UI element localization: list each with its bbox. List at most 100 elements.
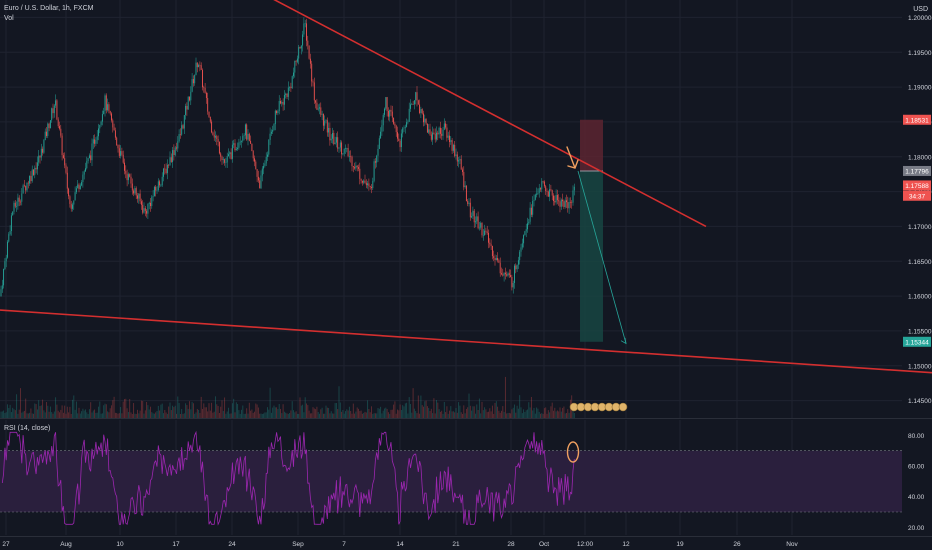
- price-tick-label: 1.16000: [908, 294, 932, 301]
- candle-body: [506, 274, 508, 276]
- candle-body: [274, 110, 276, 125]
- volume-bar: [443, 401, 445, 418]
- volume-bar: [308, 410, 310, 418]
- candle-body: [261, 168, 263, 176]
- volume-bar: [251, 409, 253, 418]
- candle-body: [335, 137, 337, 143]
- volume-bar: [371, 406, 372, 418]
- volume-bar: [468, 393, 470, 418]
- candle-body: [140, 201, 142, 205]
- volume-bar: [183, 413, 185, 418]
- candle-body: [231, 144, 233, 159]
- volume-bar: [112, 400, 114, 418]
- candle-body: [395, 125, 397, 133]
- candle-body: [384, 108, 385, 115]
- candle-body: [86, 161, 88, 169]
- volume-bar: [231, 403, 233, 418]
- volume-bar: [178, 402, 180, 418]
- volume-bar: [332, 413, 333, 418]
- volume-bar: [59, 412, 60, 418]
- candle-body: [256, 169, 258, 177]
- candle-body: [255, 161, 257, 170]
- candle-body: [7, 241, 8, 258]
- last-price-tag: [903, 180, 931, 191]
- candle-body: [263, 165, 265, 169]
- candle-body: [134, 188, 136, 194]
- candle-body: [25, 185, 27, 191]
- volume-bar: [195, 412, 197, 418]
- candle-body: [235, 148, 237, 151]
- volume-bar: [264, 412, 266, 418]
- volume-bar: [450, 406, 452, 418]
- candle-body: [203, 87, 205, 88]
- volume-label: Vol: [4, 15, 14, 22]
- candle-body: [150, 202, 151, 207]
- volume-bar: [472, 406, 474, 418]
- rsi-tick-label: 60.00: [908, 464, 925, 471]
- candle-body: [381, 125, 383, 132]
- volume-bar: [345, 411, 346, 418]
- rsi-tick-label: 20.00: [908, 525, 925, 532]
- volume-bar: [213, 411, 215, 418]
- volume-bar: [114, 412, 116, 418]
- volume-bar: [270, 412, 272, 418]
- volume-bar: [335, 402, 337, 418]
- volume-bar: [464, 413, 466, 418]
- volume-bar: [399, 404, 401, 418]
- volume-bar: [22, 411, 24, 418]
- candle-body: [497, 258, 499, 261]
- candle-body: [130, 176, 132, 184]
- volume-bar: [553, 410, 554, 418]
- volume-bar: [387, 412, 389, 418]
- volume-bar: [278, 404, 280, 418]
- candle-body: [283, 95, 285, 105]
- candle-body: [542, 181, 544, 182]
- volume-bar: [174, 405, 176, 418]
- candle-body: [452, 144, 454, 151]
- candle-body: [135, 188, 137, 196]
- lower-trendline: [0, 309, 932, 374]
- volume-bar: [142, 400, 144, 418]
- volume-bar: [25, 398, 27, 418]
- candle-body: [250, 140, 252, 144]
- candle-body: [98, 128, 99, 137]
- candle-body: [514, 265, 515, 283]
- volume-bar: [445, 412, 447, 418]
- candle-body: [332, 132, 333, 139]
- volume-bar: [147, 405, 149, 418]
- rsi-tick-label: 40.00: [908, 494, 925, 501]
- volume-bar: [261, 413, 263, 418]
- candle-body: [377, 149, 379, 156]
- candle-body: [270, 131, 272, 134]
- candle-body: [35, 167, 37, 170]
- candle-body: [109, 110, 111, 114]
- volume-bar: [125, 398, 127, 418]
- volume-bar: [160, 404, 162, 418]
- volume-bar: [177, 396, 179, 418]
- candle-body: [520, 247, 522, 252]
- volume-bar: [372, 413, 374, 418]
- candle-body: [217, 138, 219, 142]
- volume-bar: [74, 409, 76, 418]
- volume-bar: [23, 410, 25, 418]
- time-tick-label: 21: [452, 541, 460, 548]
- volume-bar: [282, 404, 284, 418]
- candle-body: [207, 97, 209, 112]
- volume-bar: [121, 413, 123, 418]
- candle-body: [172, 150, 174, 162]
- candle-body: [22, 185, 24, 194]
- volume-bar: [458, 402, 460, 418]
- volume-bar: [113, 396, 115, 418]
- candle-body: [196, 62, 198, 68]
- volume-bar: [226, 411, 228, 418]
- candle-body: [532, 200, 534, 215]
- candle-body: [129, 174, 131, 177]
- candle-body: [455, 154, 457, 156]
- candle-body: [426, 123, 428, 133]
- volume-bar: [538, 411, 540, 418]
- candle-body: [282, 101, 284, 105]
- volume-bar: [159, 410, 161, 418]
- volume-bar: [291, 401, 293, 418]
- time-tick-label: 19: [676, 541, 684, 548]
